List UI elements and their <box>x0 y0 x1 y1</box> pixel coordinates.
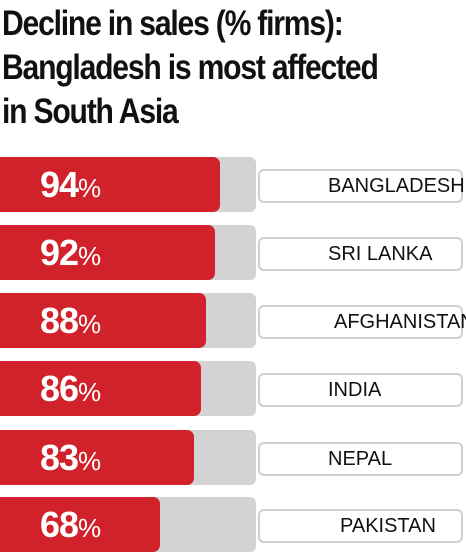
chart-title-line-3: in South Asia <box>2 92 179 131</box>
bar-sri-lanka <box>0 225 215 280</box>
category-label-box: AFGHANISTAN <box>258 305 466 339</box>
category-label: INDIA <box>328 379 382 401</box>
bar-value-suffix: % <box>78 241 102 271</box>
chart-title: Decline in sales (% firms): Bangladesh i… <box>2 2 399 134</box>
category-label-box: SRI LANKA <box>258 237 463 271</box>
bar-value-suffix: % <box>78 377 102 407</box>
bar-track: 92% <box>0 225 256 280</box>
bar-value-suffix: % <box>78 309 102 339</box>
bar-value-label: 94% <box>40 157 101 212</box>
bar-value-number: 83 <box>40 437 79 478</box>
bar-track: 83% <box>0 430 256 485</box>
bar-value-number: 68 <box>40 504 79 545</box>
bar-value-label: 86% <box>40 361 101 416</box>
category-label: AFGHANISTAN <box>334 311 466 333</box>
category-label: SRI LANKA <box>328 243 433 265</box>
bar-nepal <box>0 430 194 485</box>
category-label-box: INDIA <box>258 373 463 407</box>
bar-value-number: 86 <box>40 368 79 409</box>
bar-bangladesh <box>0 157 220 212</box>
bar-value-label: 92% <box>40 225 101 280</box>
bar-value-suffix: % <box>78 446 102 476</box>
bar-afghanistan <box>0 293 206 348</box>
bar-value-label: 88% <box>40 293 101 348</box>
bar-value-suffix: % <box>78 173 102 203</box>
bar-value-number: 94 <box>40 164 79 205</box>
category-label-box: PAKISTAN <box>258 509 463 543</box>
bar-track: 68% <box>0 497 256 552</box>
bar-track: 88% <box>0 293 256 348</box>
category-label: BANGLADESH <box>328 175 465 197</box>
bar-value-suffix: % <box>78 513 102 543</box>
chart-title-line-2: Bangladesh is most affected <box>2 48 379 87</box>
category-label-box: NEPAL <box>258 442 463 476</box>
category-label: NEPAL <box>328 448 393 470</box>
bar-value-number: 92 <box>40 232 79 273</box>
bar-track: 94% <box>0 157 256 212</box>
bar-pakistan <box>0 497 160 552</box>
category-label-box: BANGLADESH <box>258 169 465 203</box>
bar-value-label: 68% <box>40 497 101 552</box>
chart-title-line-1: Decline in sales (% firms): <box>2 4 344 43</box>
bar-india <box>0 361 201 416</box>
bar-value-label: 83% <box>40 430 101 485</box>
category-label: PAKISTAN <box>340 515 436 537</box>
bar-track: 86% <box>0 361 256 416</box>
bar-value-number: 88 <box>40 300 79 341</box>
